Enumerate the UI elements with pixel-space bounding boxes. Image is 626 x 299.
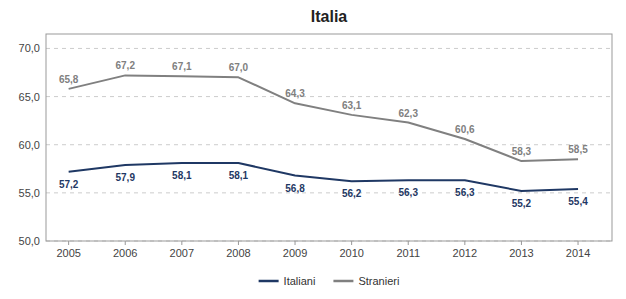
chart: Italia 50,0 55,0 60,0 65,0 70,0 2005 2006 2007 20… [0,0,626,299]
data-labels: 57,2 57,9 58,1 58,1 56,8 56,2 56,3 56,3 55,2 55,4… [59,60,588,209]
grid-line [46,144,612,145]
x-tick [351,241,352,245]
y-tick-label: 65,0 [19,91,40,103]
y-tick-label: 70,0 [19,42,40,54]
legend-label: Stranieri [358,275,399,287]
data-label: 67,0 [229,62,249,73]
data-label: 60,6 [455,124,475,135]
data-label: 56,3 [455,187,475,198]
data-label: 64,3 [285,88,305,99]
x-tick [578,241,579,245]
data-label: 56,8 [285,183,305,194]
series-line [69,163,578,191]
x-tick [295,241,296,245]
x-tick-label: 2005 [56,247,80,259]
x-tick-label: 2009 [283,247,307,259]
data-label: 58,5 [568,144,588,155]
x-tick [181,241,182,245]
data-label: 58,1 [172,170,192,181]
legend: Italiani Stranieri [259,275,400,287]
data-label: 62,3 [399,108,419,119]
legend-swatch [259,280,279,283]
grid-line [46,48,612,49]
x-tick-label: 2014 [566,247,590,259]
x-tick [521,241,522,245]
grid-line [46,192,612,193]
data-label: 56,2 [342,188,362,199]
plot-frame [46,34,612,241]
grid [46,48,612,241]
data-label: 67,1 [172,61,192,72]
x-tick-label: 2011 [396,247,420,259]
x-tick-label: 2012 [453,247,477,259]
x-tick [408,241,409,245]
data-label: 65,8 [59,74,79,85]
lines [69,75,578,191]
data-label: 57,9 [116,172,136,183]
series-line [69,75,578,161]
x-tick-label: 2008 [226,247,250,259]
data-label: 67,2 [116,60,136,71]
data-label: 58,1 [229,170,249,181]
data-label: 63,1 [342,100,362,111]
title: Italia [311,8,348,25]
legend-item: Stranieri [333,275,399,287]
data-label: 57,2 [59,179,79,190]
legend-swatch [333,280,353,283]
x-tick-label: 2006 [113,247,137,259]
x-tick [464,241,465,245]
x-tick [125,241,126,245]
legend-item: Italiani [259,275,316,287]
data-label: 55,4 [568,196,588,207]
y-tick-label: 60,0 [19,139,40,151]
x-tick [68,241,69,245]
x-tick [238,241,239,245]
grid-line [46,96,612,97]
legend-label: Italiani [284,275,316,287]
x-tick-label: 2010 [339,247,363,259]
data-label: 58,3 [512,146,532,157]
x-tick-label: 2013 [509,247,533,259]
data-label: 55,2 [512,198,532,209]
x-tick-label: 2007 [170,247,194,259]
y-tick-label: 55,0 [19,187,40,199]
data-label: 56,3 [399,187,419,198]
y-tick-label: 50,0 [19,235,40,247]
